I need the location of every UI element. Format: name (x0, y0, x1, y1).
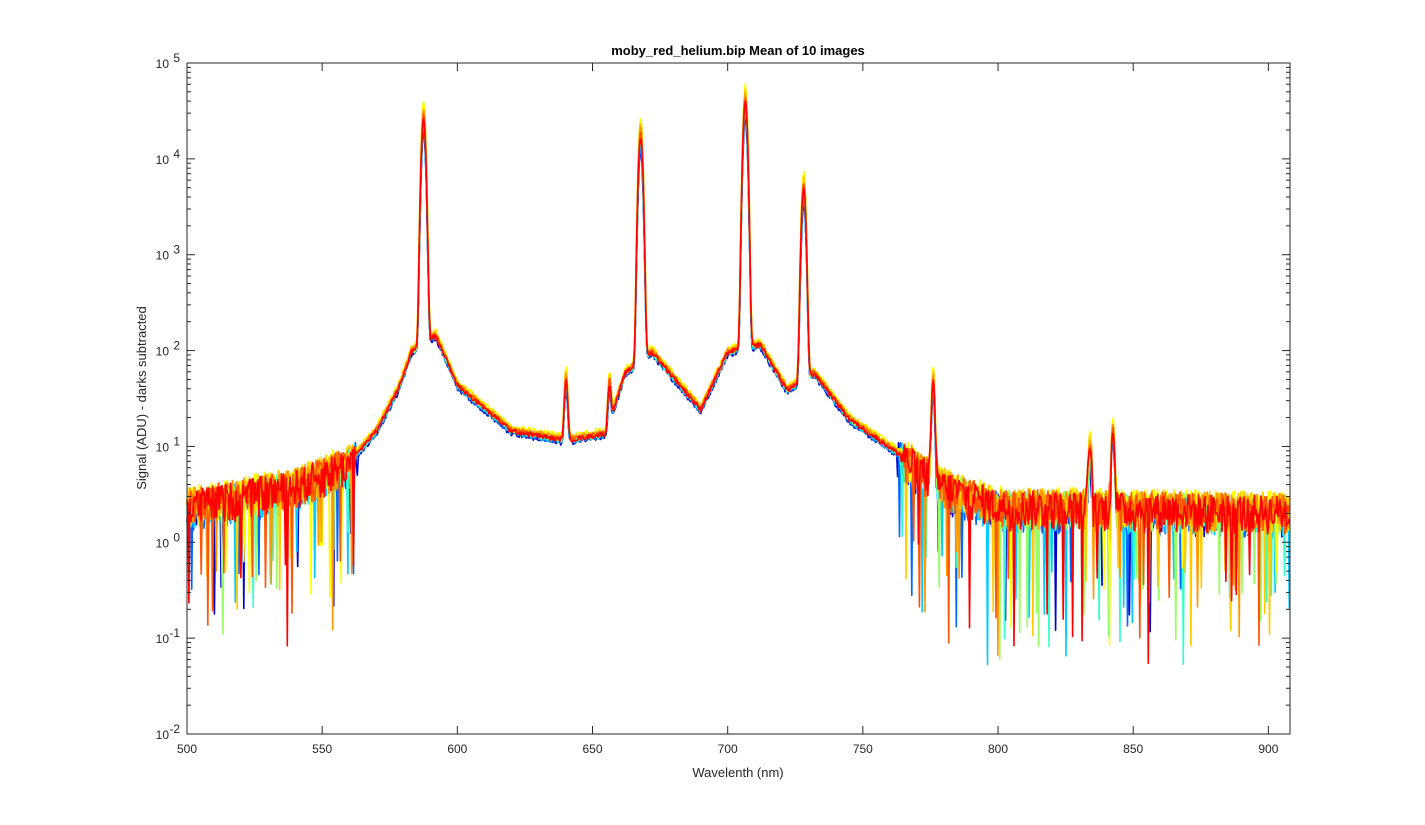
x-tick-label: 750 (853, 742, 873, 756)
plot-frame (186, 62, 1291, 735)
y-tick-label: 10 (156, 440, 170, 454)
y-tick-exponent: 0 (173, 530, 180, 544)
y-tick-exponent: 3 (173, 243, 180, 257)
y-tick-label: 10 (156, 632, 170, 646)
y-tick-label: 10 (156, 536, 170, 550)
y-axis-title: Signal (ADU) - darks subtracted (134, 306, 149, 490)
x-tick-label: 550 (312, 742, 332, 756)
x-tick-label: 650 (582, 742, 602, 756)
plot-background (187, 63, 1290, 734)
series-line (186, 101, 1291, 664)
x-tick-label: 600 (447, 742, 467, 756)
y-tick-label: 10 (156, 57, 170, 71)
x-tick-label: 850 (1123, 742, 1143, 756)
y-tick-label: 10 (156, 249, 170, 263)
y-tick-exponent: -2 (169, 722, 180, 736)
x-tick-label: 900 (1258, 742, 1278, 756)
x-tick-label: 700 (718, 742, 738, 756)
y-tick-label: 10 (156, 345, 170, 359)
y-tick-exponent: 1 (173, 434, 180, 448)
y-tick-exponent: 4 (173, 147, 180, 161)
x-tick-label: 800 (988, 742, 1008, 756)
chart-title: moby_red_helium.bip Mean of 10 images (611, 43, 865, 58)
y-tick-exponent: 5 (173, 51, 180, 65)
y-tick-exponent: 2 (173, 339, 180, 353)
series-layer (186, 83, 1291, 666)
y-tick-label: 10 (156, 728, 170, 742)
x-tick-label: 500 (177, 742, 197, 756)
x-axis-title: Wavelenth (nm) (692, 765, 783, 780)
y-tick-exponent: -1 (169, 626, 180, 640)
y-tick-label: 10 (156, 153, 170, 167)
